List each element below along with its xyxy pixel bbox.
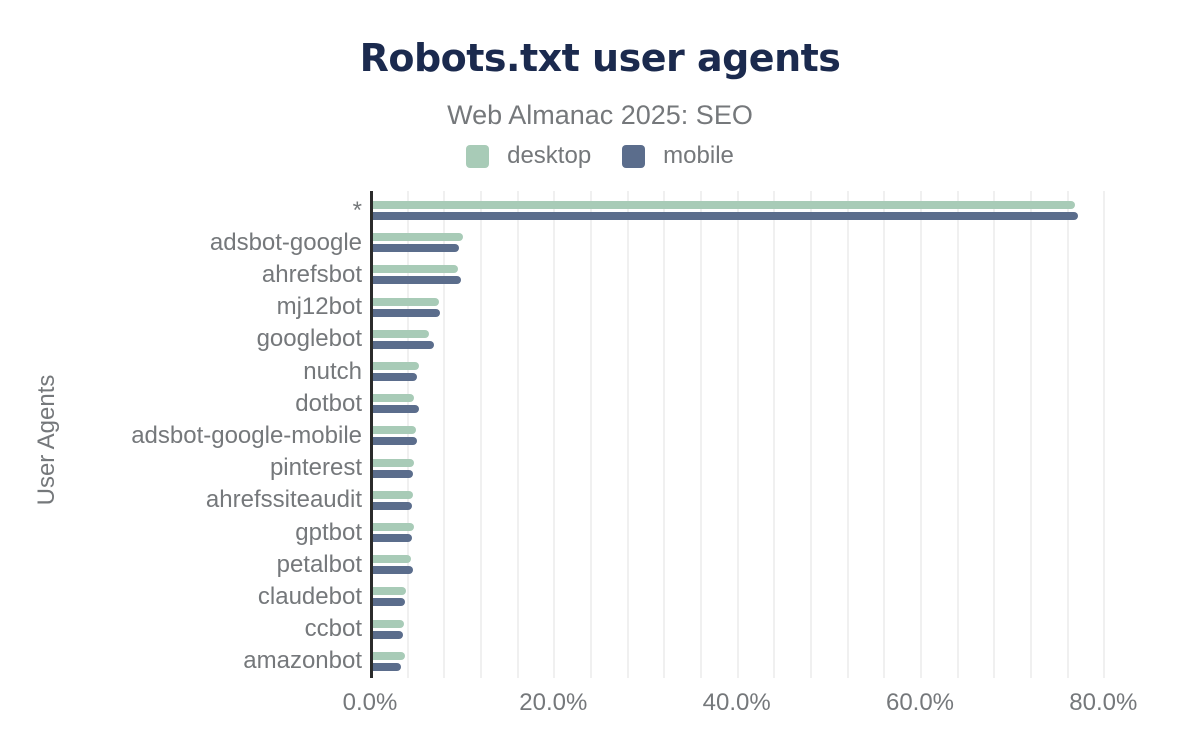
gridline	[810, 191, 812, 678]
plot-area	[370, 191, 1140, 678]
gridline	[920, 191, 922, 678]
bar-desktop-claudebot[interactable]	[373, 587, 406, 596]
gridline	[956, 191, 959, 678]
category-label: adsbot-google	[209, 228, 362, 256]
gridline	[993, 191, 996, 678]
x-tick-label: 60.0%	[885, 689, 955, 716]
gridline	[1103, 191, 1106, 678]
gridline	[1030, 191, 1032, 678]
gridline	[590, 191, 592, 678]
bar-mobile-claudebot[interactable]	[373, 598, 406, 607]
bar-mobile-gptbot[interactable]	[373, 534, 413, 542]
bar-mobile-pinterest[interactable]	[373, 469, 414, 478]
category-label: *	[352, 196, 362, 224]
gridline	[736, 191, 739, 678]
category-label: dotbot	[295, 389, 362, 417]
bar-desktop-*[interactable]	[373, 201, 1076, 209]
mobile-swatch-icon	[622, 144, 646, 168]
x-tick-label: 40.0%	[702, 689, 771, 716]
gridline	[883, 191, 886, 678]
bar-mobile-*[interactable]	[373, 212, 1078, 220]
gridline	[773, 191, 776, 678]
category-label: adsbot-google-mobile	[131, 421, 362, 449]
x-tick-label: 80.0%	[1069, 689, 1138, 716]
bar-desktop-pinterest[interactable]	[373, 458, 415, 467]
bar-mobile-ahrefsbot[interactable]	[373, 276, 461, 285]
bar-mobile-adsbotoogle-mobile[interactable]	[373, 437, 417, 446]
bar-desktop-ccbot[interactable]	[373, 619, 405, 628]
bar-mobile-googlebot[interactable]	[373, 340, 435, 349]
bar-desktop-ahrefsbot[interactable]	[373, 265, 459, 274]
legend: desktop mobile	[0, 142, 1200, 170]
gridline	[700, 191, 702, 678]
gridline	[626, 191, 629, 678]
gridline	[663, 191, 666, 678]
legend-item-desktop: desktop	[466, 142, 591, 170]
category-label: gptbot	[295, 518, 362, 546]
bar-mobile-amazonbot[interactable]	[373, 662, 401, 671]
category-label: ahrefsbot	[261, 260, 362, 288]
bar-mobile-dotbot[interactable]	[373, 405, 419, 414]
bar-desktop-googlebot[interactable]	[373, 329, 429, 338]
bar-desktop-nutch[interactable]	[373, 362, 419, 370]
bar-mobile-ccbot[interactable]	[373, 630, 404, 639]
bar-mobile-nutch[interactable]	[373, 373, 417, 381]
gridline	[406, 191, 409, 678]
gridline	[553, 191, 556, 678]
gridline	[480, 191, 482, 678]
bar-desktop-petalbot[interactable]	[373, 555, 411, 564]
y-axis-line	[370, 191, 373, 678]
x-tick-label: 20.0%	[519, 689, 588, 716]
legend-label-desktop: desktop	[507, 142, 592, 169]
gridline	[443, 191, 446, 678]
desktop-swatch-icon	[466, 144, 490, 168]
bar-desktop-ahrefssiteaudit[interactable]	[373, 490, 414, 499]
bar-mobile-adsbotoogle[interactable]	[373, 244, 460, 253]
category-label: googlebot	[256, 325, 362, 353]
bar-mobile-petalbot[interactable]	[373, 566, 414, 575]
category-label: nutch	[303, 357, 362, 385]
gridline	[1066, 191, 1069, 678]
category-label: mj12bot	[276, 293, 362, 321]
x-tick-label: 0.0%	[342, 689, 398, 716]
legend-label-mobile: mobile	[663, 142, 734, 169]
legend-item-mobile: mobile	[622, 142, 734, 170]
bar-desktop-amazonbot[interactable]	[373, 651, 406, 660]
bar-mobile-mj12bot[interactable]	[373, 308, 440, 317]
bar-mobile-ahrefssiteaudit[interactable]	[373, 501, 413, 510]
chart-subtitle: Web Almanac 2025: SEO	[447, 100, 753, 130]
bar-desktop-mj12bot[interactable]	[373, 297, 439, 306]
bar-desktop-gptbot[interactable]	[373, 523, 415, 531]
category-label: claudebot	[257, 582, 362, 610]
bar-desktop-dotbot[interactable]	[373, 394, 415, 403]
bar-desktop-adsbotoogle-mobile[interactable]	[373, 426, 417, 435]
bar-desktop-adsbotoogle[interactable]	[373, 233, 463, 242]
category-label: amazonbot	[243, 647, 362, 675]
category-label: pinterest	[269, 454, 362, 482]
chart-title: Robots.txt user agents	[359, 36, 841, 80]
gridline	[846, 191, 849, 678]
category-label: ahrefssiteaudit	[205, 486, 362, 514]
category-label: ccbot	[304, 615, 362, 643]
category-label: petalbot	[276, 550, 362, 578]
gridline	[516, 191, 519, 678]
